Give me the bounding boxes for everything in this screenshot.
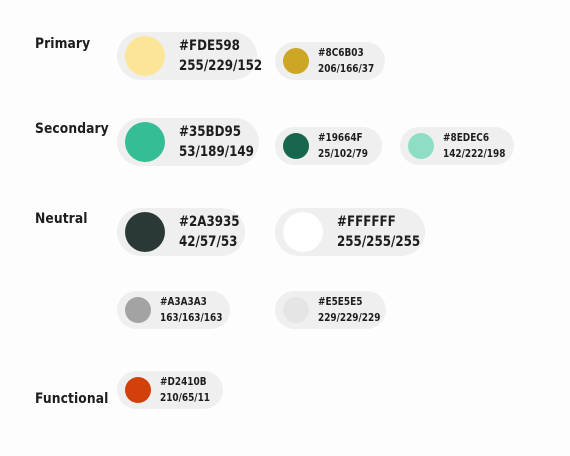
swatch-primary-2: #8C6B03 206/166/37	[275, 42, 385, 80]
color-dot	[125, 297, 151, 323]
swatch-secondary-3: #8EDEC6 142/222/198	[400, 127, 514, 165]
rgb-value: 210/65/11	[160, 392, 210, 404]
hex-value: #D2410B	[160, 376, 207, 388]
color-dot	[283, 48, 309, 74]
hex-value: #FDE598	[179, 38, 240, 54]
hex-value: #E5E5E5	[318, 296, 363, 308]
hex-value: #2A3935	[179, 214, 240, 230]
color-dot	[408, 133, 434, 159]
swatch-secondary-2: #19664F 25/102/79	[275, 127, 382, 165]
hex-value: #FFFFFF	[337, 214, 396, 230]
swatch-neutral-1: #2A3935 42/57/53	[117, 208, 245, 256]
rgb-value: 255/255/255	[337, 234, 421, 250]
color-dot	[125, 212, 165, 252]
secondary-label: Secondary	[35, 121, 109, 137]
rgb-value: 142/222/198	[443, 148, 506, 160]
rgb-value: 163/163/163	[160, 312, 223, 324]
swatch-functional-1: #D2410B 210/65/11	[117, 371, 223, 409]
primary-label: Primary	[35, 36, 91, 52]
rgb-value: 53/189/149	[179, 144, 254, 160]
swatch-neutral-4: #E5E5E5 229/229/229	[275, 291, 386, 329]
functional-label: Functional	[35, 391, 109, 407]
rgb-value: 229/229/229	[318, 312, 381, 324]
hex-value: #8C6B03	[318, 47, 364, 59]
swatch-secondary-1: #35BD95 53/189/149	[117, 118, 259, 166]
color-dot	[283, 212, 323, 252]
swatch-primary-1: #FDE598 255/229/152	[117, 32, 262, 80]
rgb-value: 42/57/53	[179, 234, 238, 250]
hex-value: #35BD95	[179, 124, 242, 140]
hex-value: #19664F	[318, 132, 363, 144]
rgb-value: 255/229/152	[179, 58, 263, 74]
swatch-neutral-2: #FFFFFF 255/255/255	[275, 208, 425, 256]
neutral-label: Neutral	[35, 211, 88, 227]
rgb-value: 25/102/79	[318, 148, 368, 160]
color-dot	[283, 133, 309, 159]
color-dot	[283, 297, 309, 323]
color-dot	[125, 122, 165, 162]
color-dot	[125, 377, 151, 403]
hex-value: #8EDEC6	[443, 132, 490, 144]
hex-value: #A3A3A3	[160, 296, 207, 308]
swatch-neutral-3: #A3A3A3 163/163/163	[117, 291, 230, 329]
rgb-value: 206/166/37	[318, 63, 375, 75]
color-dot	[125, 36, 165, 76]
